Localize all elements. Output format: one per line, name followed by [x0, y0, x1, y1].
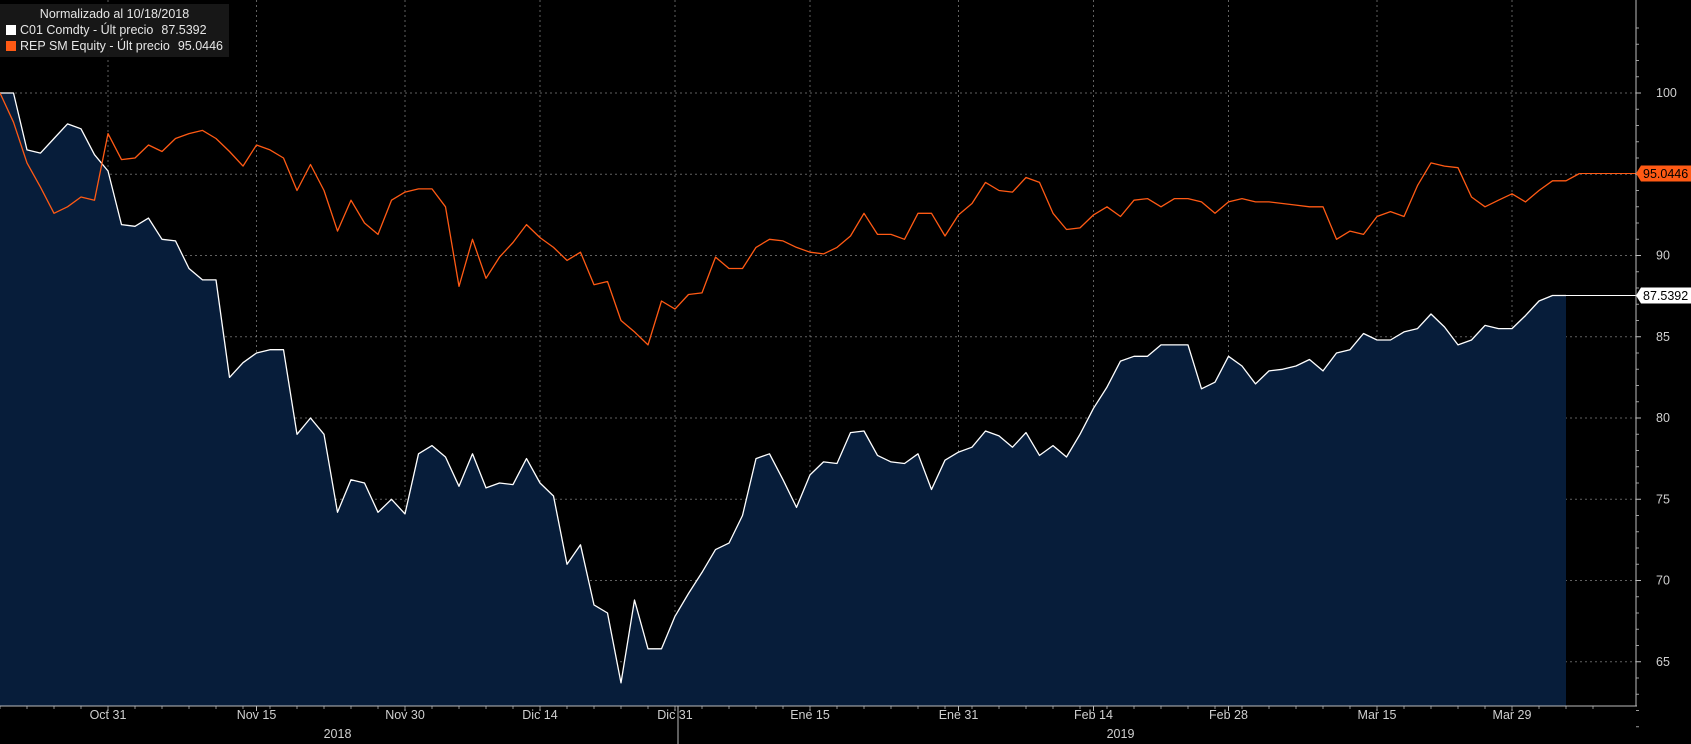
x-tick-label: Feb 28	[1209, 708, 1248, 722]
last-value-tag-text-0: 87.5392	[1643, 289, 1688, 303]
last-value-tag-box-0	[1636, 287, 1691, 304]
chart-title: Normalizado al 10/18/2018	[39, 7, 190, 21]
legend-item-c01: C01 Comdty - Últ precio 87.5392	[6, 22, 223, 38]
last-value-tag-1: 95.0446	[1636, 165, 1691, 182]
legend-label-rep: REP SM Equity - Últ precio	[20, 39, 170, 53]
x-tick-label: Nov 30	[385, 708, 425, 722]
x-tick-label: Ene 31	[939, 708, 979, 722]
x-axis: Oct 31 Nov 15 Nov 30 Dic 14 Dic 31 Ene 15 Ene …	[0, 705, 1637, 744]
x-tick-label: Oct 31	[90, 708, 127, 722]
x-tick-label: Dic 31	[657, 708, 692, 722]
y-tick-label-65: 65	[1656, 655, 1670, 669]
last-value-tags: 87.5392 95.0446	[1636, 165, 1691, 304]
legend-item-rep: REP SM Equity - Últ precio 95.0446	[6, 38, 223, 54]
legend-value-c01: 87.5392	[161, 23, 207, 37]
last-value-tag-box-1	[1636, 165, 1691, 182]
legend-swatch-c01	[6, 25, 16, 35]
last-value-tag-text-1: 95.0446	[1643, 167, 1688, 181]
y-tick-label-70: 70	[1656, 574, 1670, 588]
legend-label-c01: C01 Comdty - Últ precio	[20, 23, 154, 37]
series-line-0	[0, 92, 1566, 684]
legend: Normalizado al 10/18/2018 C01 Comdty - Ú…	[0, 4, 230, 57]
year-label: 2019	[1107, 727, 1135, 741]
y-tick-label-80: 80	[1656, 411, 1670, 425]
x-tick-label: Ene 15	[790, 708, 830, 722]
y-tick-label-75: 75	[1656, 492, 1670, 506]
legend-value-rep: 95.0446	[177, 39, 224, 53]
c01-area-fill	[0, 93, 1566, 706]
y-tick-label-85: 85	[1656, 330, 1670, 344]
y-tick-label-100: 100	[1656, 86, 1677, 100]
x-tick-label: Mar 15	[1358, 708, 1397, 722]
year-label: 2018	[324, 727, 352, 741]
series-line-1	[0, 92, 1580, 346]
y-tick-label-90: 90	[1656, 249, 1670, 263]
x-tick-label: Dic 14	[522, 708, 557, 722]
legend-swatch-rep	[6, 41, 16, 51]
y-axis: 65707580859095100	[1635, 0, 1677, 728]
last-value-tag-0: 87.5392	[1636, 287, 1691, 304]
x-tick-label: Nov 15	[237, 708, 277, 722]
series-lines	[0, 92, 1636, 684]
x-tick-label: Feb 14	[1074, 708, 1113, 722]
x-tick-label: Mar 29	[1493, 708, 1532, 722]
series-area-0	[0, 93, 1566, 706]
